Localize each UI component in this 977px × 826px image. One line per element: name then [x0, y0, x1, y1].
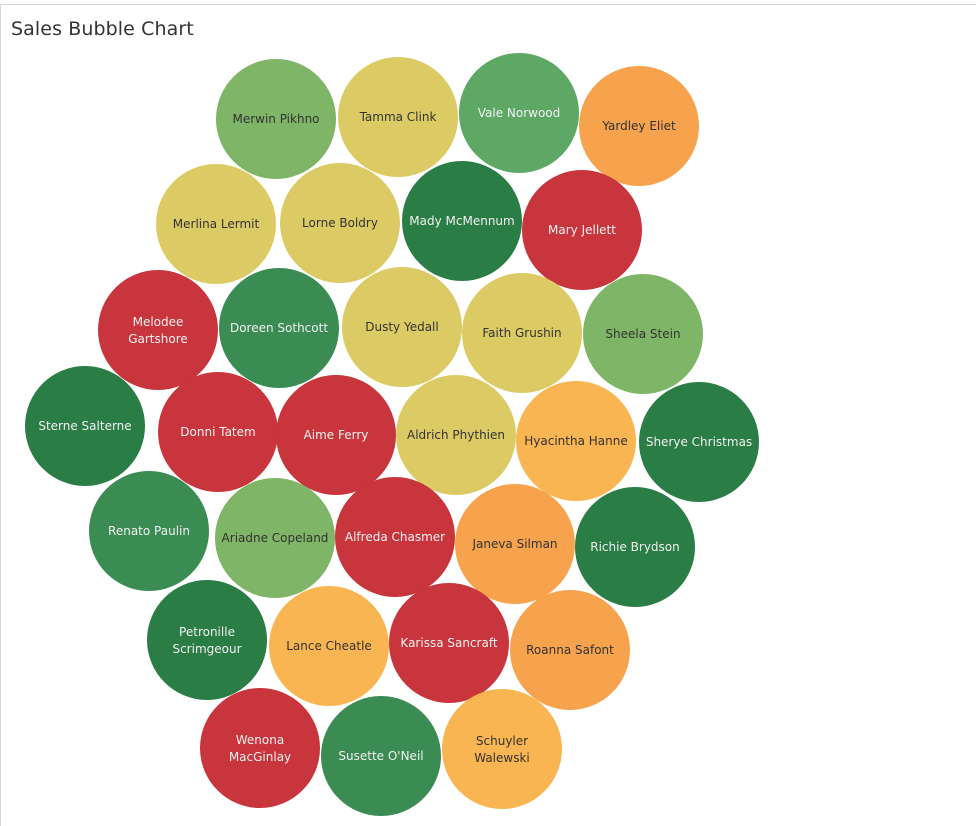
bubble-schuyler-walewski[interactable]: Schuyler Walewski: [442, 689, 562, 809]
bubble-aldrich-phythien[interactable]: Aldrich Phythien: [396, 375, 516, 495]
bubble-aime-ferry[interactable]: Aime Ferry: [276, 375, 396, 495]
bubble-label: Tamma Clink: [359, 110, 437, 124]
bubble-mady-mcmennum[interactable]: Mady McMennum: [402, 161, 522, 281]
bubble-donni-tatem[interactable]: Donni Tatem: [158, 372, 278, 492]
chart-frame: [0, 4, 976, 826]
bubble-circle[interactable]: [462, 273, 582, 393]
bubble-faith-grushin[interactable]: Faith Grushin: [462, 273, 582, 393]
bubble-mary-jellett[interactable]: Mary Jellett: [522, 170, 642, 290]
bubble-circle[interactable]: [459, 53, 579, 173]
bubble-label: Lorne Boldry: [302, 216, 378, 230]
chart-title: Sales Bubble Chart: [11, 18, 194, 40]
bubble-susette-o-neil[interactable]: Susette O'Neil: [321, 696, 441, 816]
bubble-label: Ariadne Copeland: [222, 531, 329, 545]
bubble-sterne-salterne[interactable]: Sterne Salterne: [25, 366, 145, 486]
bubble-tamma-clink[interactable]: Tamma Clink: [338, 57, 458, 177]
bubble-circle[interactable]: [280, 163, 400, 283]
bubble-dusty-yedall[interactable]: Dusty Yedall: [342, 267, 462, 387]
bubble-circle[interactable]: [98, 270, 218, 390]
bubble-label: Hyacintha Hanne: [524, 434, 627, 448]
bubble-circle[interactable]: [335, 477, 455, 597]
bubble-hyacintha-hanne[interactable]: Hyacintha Hanne: [516, 381, 636, 501]
bubble-circle[interactable]: [396, 375, 516, 495]
bubble-alfreda-chasmer[interactable]: Alfreda Chasmer: [335, 477, 455, 597]
bubble-circle[interactable]: [25, 366, 145, 486]
bubble-label: Janeva Silman: [471, 537, 557, 551]
bubble-merlina-lermit[interactable]: Merlina Lermit: [156, 164, 276, 284]
bubble-yardley-eliet[interactable]: Yardley Eliet: [579, 66, 699, 186]
bubble-sherye-christmas[interactable]: Sherye Christmas: [639, 382, 759, 502]
bubble-label: Aime Ferry: [304, 428, 369, 442]
bubble-melodee-gartshore[interactable]: Melodee Gartshore: [98, 270, 218, 390]
bubble-lorne-boldry[interactable]: Lorne Boldry: [280, 163, 400, 283]
bubble-label: Merwin Pikhno: [232, 112, 319, 126]
bubble-circle[interactable]: [510, 590, 630, 710]
bubble-label: Schuyler Walewski: [474, 734, 530, 765]
bubble-label: Dusty Yedall: [365, 320, 438, 334]
bubble-circle[interactable]: [583, 274, 703, 394]
bubble-label: Melodee Gartshore: [128, 315, 188, 346]
bubble-label: Susette O'Neil: [338, 749, 423, 763]
bubble-circle[interactable]: [216, 59, 336, 179]
bubble-circle[interactable]: [579, 66, 699, 186]
bubble-label: Wenona MacGinlay: [229, 733, 291, 764]
bubble-circle[interactable]: [455, 484, 575, 604]
bubble-vale-norwood[interactable]: Vale Norwood: [459, 53, 579, 173]
bubble-circle[interactable]: [276, 375, 396, 495]
bubble-doreen-sothcott[interactable]: Doreen Sothcott: [219, 268, 339, 388]
bubble-karissa-sancraft[interactable]: Karissa Sancraft: [389, 583, 509, 703]
bubble-label: Sterne Salterne: [38, 419, 131, 433]
bubble-label: Donni Tatem: [180, 425, 255, 439]
bubble-label: Merlina Lermit: [173, 217, 260, 231]
bubble-merwin-pikhno[interactable]: Merwin Pikhno: [216, 59, 336, 179]
bubble-richie-brydson[interactable]: Richie Brydson: [575, 487, 695, 607]
bubble-circle[interactable]: [522, 170, 642, 290]
bubble-label: Richie Brydson: [590, 540, 680, 554]
bubble-lance-cheatle[interactable]: Lance Cheatle: [269, 586, 389, 706]
bubble-label: Karissa Sancraft: [400, 636, 497, 650]
bubble-label: Petronille Scrimgeour: [172, 625, 241, 656]
bubble-circle[interactable]: [575, 487, 695, 607]
bubble-circle[interactable]: [219, 268, 339, 388]
bubble-wenona-macginlay[interactable]: Wenona MacGinlay: [200, 688, 320, 808]
bubble-label: Roanna Safont: [526, 643, 614, 657]
bubble-label: Vale Norwood: [478, 106, 561, 120]
bubble-label: Doreen Sothcott: [230, 321, 328, 335]
bubble-label: Faith Grushin: [482, 326, 561, 340]
bubble-circle[interactable]: [89, 471, 209, 591]
bubble-circle[interactable]: [639, 382, 759, 502]
bubble-label: Sherye Christmas: [646, 435, 752, 449]
bubble-label: Mary Jellett: [548, 223, 616, 237]
bubble-circle[interactable]: [200, 688, 320, 808]
bubble-label: Mady McMennum: [409, 214, 514, 228]
bubble-label: Lance Cheatle: [286, 639, 372, 653]
bubble-circle[interactable]: [516, 381, 636, 501]
bubble-circle[interactable]: [269, 586, 389, 706]
bubble-circle[interactable]: [156, 164, 276, 284]
bubble-sheela-stein[interactable]: Sheela Stein: [583, 274, 703, 394]
bubble-circle[interactable]: [342, 267, 462, 387]
bubble-renato-paulin[interactable]: Renato Paulin: [89, 471, 209, 591]
bubble-petronille-scrimgeour[interactable]: Petronille Scrimgeour: [147, 580, 267, 700]
bubble-circle[interactable]: [158, 372, 278, 492]
bubble-circle[interactable]: [389, 583, 509, 703]
bubble-circle[interactable]: [215, 478, 335, 598]
bubble-circle[interactable]: [338, 57, 458, 177]
bubble-label: Alfreda Chasmer: [345, 530, 445, 544]
bubble-circle[interactable]: [402, 161, 522, 281]
bubble-label: Yardley Eliet: [601, 119, 676, 133]
bubble-circle[interactable]: [442, 689, 562, 809]
bubble-label: Sheela Stein: [605, 327, 680, 341]
bubble-roanna-safont[interactable]: Roanna Safont: [510, 590, 630, 710]
bubble-label: Renato Paulin: [108, 524, 190, 538]
bubble-label: Aldrich Phythien: [407, 428, 505, 442]
bubble-circle[interactable]: [321, 696, 441, 816]
bubble-circle[interactable]: [147, 580, 267, 700]
bubble-janeva-silman[interactable]: Janeva Silman: [455, 484, 575, 604]
bubble-ariadne-copeland[interactable]: Ariadne Copeland: [215, 478, 335, 598]
